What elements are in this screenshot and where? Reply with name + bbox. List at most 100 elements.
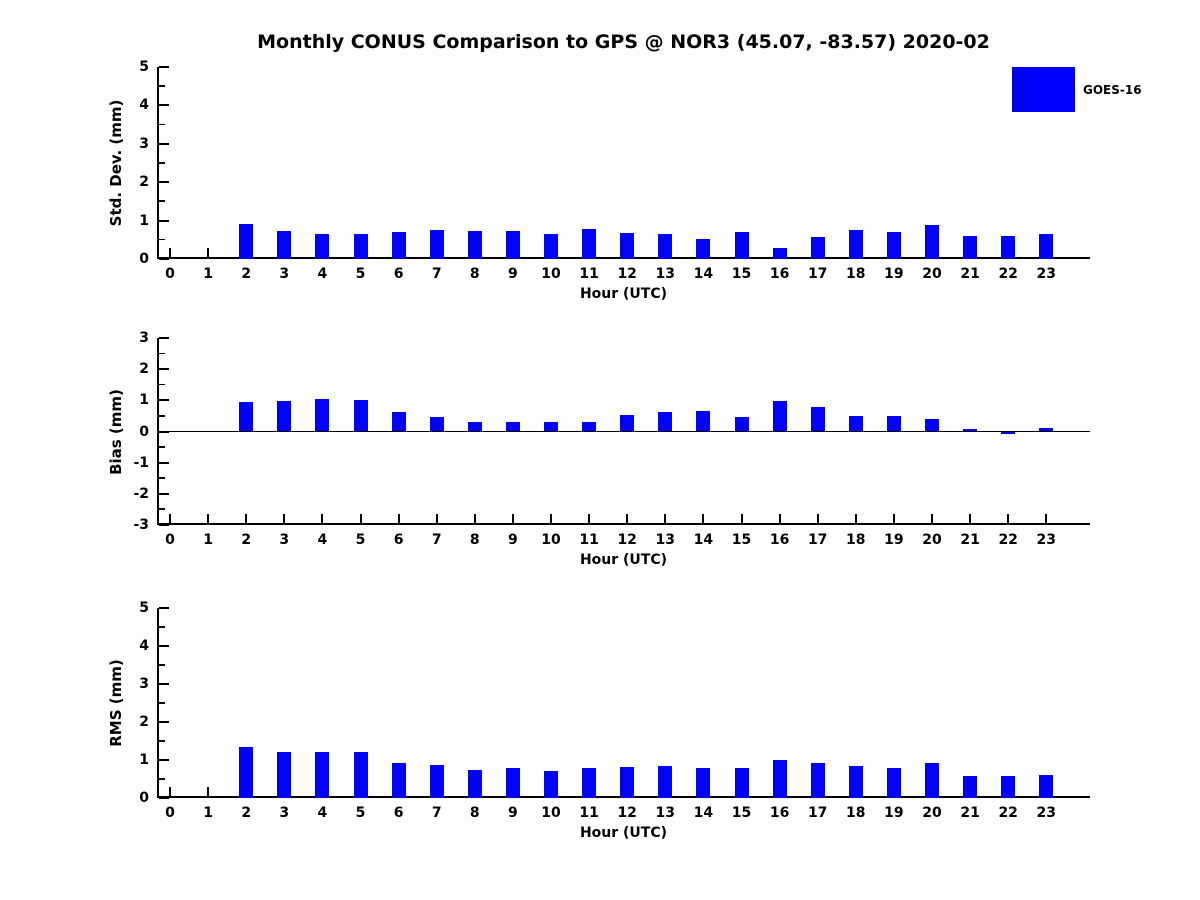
- y-tick: [159, 142, 169, 145]
- x-tick-label: 23: [1036, 266, 1057, 282]
- x-tick-label: 5: [355, 805, 366, 821]
- x-tick: [702, 514, 705, 523]
- bar-hour-20: [925, 225, 939, 259]
- y-minor-tick: [159, 85, 165, 87]
- x-tick: [397, 514, 400, 523]
- x-tick: [931, 514, 933, 523]
- x-tick-label: 1: [203, 805, 213, 821]
- bar-hour-5: [353, 233, 368, 259]
- x-tick-label: 14: [693, 266, 714, 282]
- bar-hour-17: [810, 407, 825, 432]
- x-tick-label: 3: [279, 532, 290, 548]
- x-tick-label: 20: [922, 266, 942, 282]
- x-tick-label: 11: [579, 805, 599, 821]
- y-axis-line: [157, 608, 159, 798]
- y-axis-line: [157, 67, 159, 259]
- x-tick-label: 19: [884, 532, 904, 548]
- plot-area: 0 1 2 3 4 5 0 1 2 3 4 5 6 7 8 9 10 11 12 13 14 15 16 17 18 19 20 21…: [139, 600, 1090, 821]
- x-tick-label: 16: [769, 532, 790, 548]
- bar-hour-21: [963, 235, 978, 259]
- y-tick: [159, 524, 169, 526]
- x-tick-label: 3: [279, 805, 290, 821]
- x-tick-label: 16: [769, 805, 790, 821]
- bar-hour-14: [696, 238, 711, 259]
- x-tick-label: 22: [998, 266, 1018, 282]
- x-tick: [816, 514, 819, 523]
- x-tick-label: 16: [769, 266, 790, 282]
- x-tick-label: 0: [165, 266, 175, 282]
- y-tick: [159, 181, 169, 184]
- x-tick: [740, 514, 743, 523]
- x-tick-label: 6: [393, 805, 404, 821]
- x-tick-label: 11: [579, 532, 599, 548]
- y-axis-label: Bias (mm): [107, 388, 125, 475]
- bar-hour-12: [620, 767, 635, 798]
- y-tick-label: 2: [139, 714, 149, 730]
- bar-hour-3: [277, 400, 292, 432]
- x-tick-label: 13: [655, 266, 676, 282]
- x-axis-label: Hour (UTC): [579, 552, 668, 568]
- x-tick-label: 12: [617, 532, 637, 548]
- x-tick-label: 18: [846, 805, 866, 821]
- bar-hour-16: [772, 400, 787, 432]
- y-tick-label: 5: [139, 59, 149, 75]
- y-tick: [159, 721, 169, 723]
- x-tick-label: 15: [731, 532, 752, 548]
- x-axis-label: Hour (UTC): [579, 825, 668, 841]
- bar-hour-10: [544, 771, 558, 798]
- y-tick: [159, 461, 169, 464]
- bar-hour-21: [963, 429, 978, 432]
- y-tick: [159, 399, 169, 402]
- x-tick-label: 1: [203, 266, 213, 282]
- legend: GOES-16: [1012, 67, 1142, 112]
- x-tick: [207, 248, 210, 257]
- y-tick: [159, 759, 169, 761]
- x-tick-label: 13: [655, 532, 676, 548]
- y-minor-tick: [159, 200, 165, 202]
- bar-hour-14: [696, 768, 711, 798]
- legend-label: GOES-16: [1083, 82, 1142, 97]
- x-tick-label: 20: [922, 532, 942, 548]
- x-tick-label: 12: [617, 266, 637, 282]
- bar-hour-7: [429, 417, 444, 432]
- x-tick-label: 2: [241, 266, 252, 282]
- x-tick-label: 22: [998, 805, 1018, 821]
- x-tick-label: 19: [884, 805, 904, 821]
- y-minor-tick: [159, 740, 165, 742]
- bar-hour-6: [391, 231, 406, 259]
- bar-hour-2: [239, 747, 254, 798]
- y-tick-label: -2: [133, 485, 149, 502]
- x-tick: [207, 514, 210, 523]
- bar-hour-15: [734, 417, 749, 432]
- x-tick: [664, 514, 667, 523]
- y-tick: [159, 645, 169, 647]
- y-minor-tick: [159, 702, 165, 704]
- y-tick: [159, 492, 169, 495]
- y-tick: [159, 104, 169, 107]
- x-tick-label: 7: [431, 532, 442, 548]
- x-tick-label: 9: [508, 805, 518, 821]
- x-tick-label: 2: [241, 532, 252, 548]
- bar-hour-10: [544, 422, 558, 432]
- y-tick: [159, 368, 169, 371]
- y-minor-tick: [159, 383, 165, 386]
- x-tick-label: 15: [731, 266, 752, 282]
- y-tick-label: 4: [139, 638, 149, 654]
- x-tick-label: 0: [165, 532, 175, 548]
- bar-hour-16: [772, 248, 787, 259]
- x-tick: [207, 787, 210, 796]
- y-tick: [159, 683, 169, 685]
- y-minor-tick: [159, 123, 165, 126]
- x-tick: [359, 514, 362, 523]
- bar-hour-13: [658, 233, 673, 259]
- bar-hour-23: [1039, 427, 1054, 432]
- x-tick-label: 12: [617, 805, 637, 821]
- y-tick: [159, 66, 169, 68]
- bar-hour-3: [277, 751, 292, 798]
- y-minor-tick: [159, 664, 165, 666]
- zero-line: [157, 430, 1090, 433]
- x-tick: [169, 787, 171, 796]
- x-tick-label: 5: [355, 532, 366, 548]
- y-axis-label: Std. Dev. (mm): [107, 99, 125, 227]
